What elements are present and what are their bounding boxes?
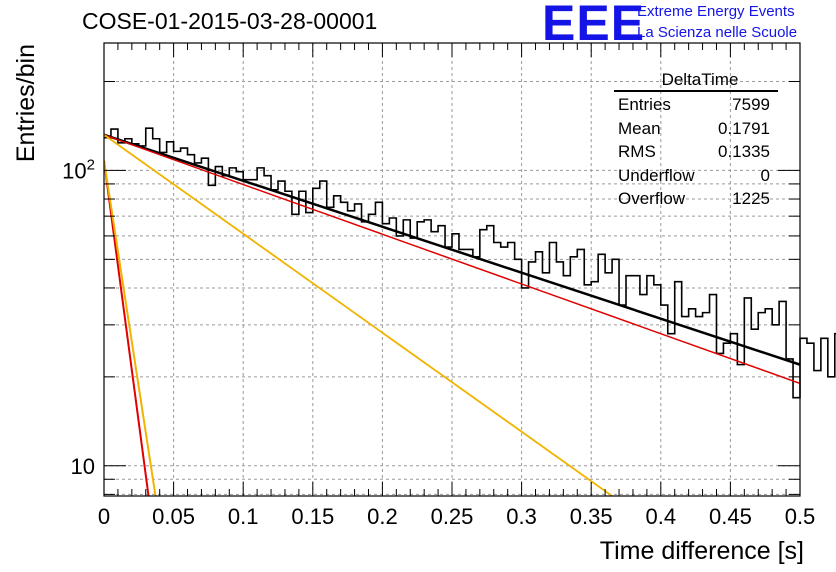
fit-line-1 bbox=[104, 133, 800, 366]
stats-title: DeltaTime bbox=[661, 70, 739, 89]
stats-box: DeltaTime Entries 7599 Mean 0.1791 RMS 0… bbox=[614, 70, 778, 211]
stats-row-overflow: Overflow 1225 bbox=[614, 187, 778, 211]
fit-line-2 bbox=[104, 134, 800, 385]
logo-subtitle-2: La Scienza nelle Scuole bbox=[637, 24, 798, 41]
x-tick-label: 0.25 bbox=[431, 504, 474, 529]
x-tick-label: 0.45 bbox=[709, 504, 752, 529]
stats-label: Mean bbox=[618, 118, 661, 138]
x-tick-label: 0.1 bbox=[228, 504, 259, 529]
stats-label: Entries bbox=[618, 95, 671, 114]
x-tick-label: 0.4 bbox=[646, 504, 677, 529]
stats-value: 0.1791 bbox=[718, 118, 770, 138]
x-tick-label: 0.15 bbox=[291, 504, 334, 529]
y-axis-label: Entries/bin bbox=[12, 44, 40, 162]
fit-line-3 bbox=[104, 134, 613, 496]
x-tick-label: 0.5 bbox=[785, 504, 816, 529]
stats-label: Overflow bbox=[618, 189, 686, 209]
stats-value: 0 bbox=[760, 165, 770, 185]
stats-row-underflow: Underflow 0 bbox=[614, 164, 778, 188]
fit-line-4 bbox=[104, 160, 150, 496]
stats-divider bbox=[614, 90, 778, 92]
stats-value: 0.1335 bbox=[718, 142, 770, 162]
x-tick-label: 0.3 bbox=[506, 504, 537, 529]
stats-label: Underflow bbox=[618, 165, 695, 185]
y-tick-label: 102 bbox=[62, 156, 95, 183]
logo-subtitle-1: Extreme Energy Events bbox=[637, 3, 795, 20]
chart-title: COSE-01-2015-03-28-00001 bbox=[82, 8, 378, 34]
x-axis-label: Time difference [s] bbox=[600, 537, 804, 565]
fit-line-5 bbox=[104, 160, 157, 496]
x-tick-label: 0.35 bbox=[570, 504, 613, 529]
y-tick-label: 10 bbox=[71, 454, 95, 479]
stats-value: 7599 bbox=[732, 95, 770, 114]
stats-row-rms: RMS 0.1335 bbox=[614, 140, 778, 164]
eee-logo: EEE bbox=[542, 0, 646, 51]
x-tick-label: 0 bbox=[98, 504, 110, 529]
stats-label: RMS bbox=[618, 142, 656, 162]
histogram-series bbox=[104, 127, 836, 399]
stats-row-mean: Mean 0.1791 bbox=[614, 117, 778, 141]
x-tick-label: 0.2 bbox=[367, 504, 398, 529]
stats-value: 1225 bbox=[732, 189, 770, 209]
stats-row-entries: Entries 7599 bbox=[614, 93, 778, 117]
x-tick-label: 0.05 bbox=[152, 504, 195, 529]
